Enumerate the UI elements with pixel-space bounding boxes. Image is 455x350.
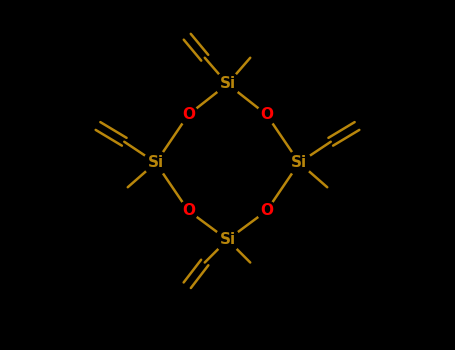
Text: O: O — [182, 107, 195, 122]
Circle shape — [178, 201, 198, 220]
Text: Si: Si — [291, 155, 307, 170]
Circle shape — [287, 150, 312, 175]
Circle shape — [215, 228, 240, 252]
Circle shape — [178, 105, 198, 125]
Text: Si: Si — [219, 77, 236, 91]
Circle shape — [257, 201, 277, 220]
Text: O: O — [182, 203, 195, 218]
Circle shape — [143, 150, 168, 175]
Circle shape — [257, 105, 277, 125]
Text: O: O — [260, 107, 273, 122]
Circle shape — [215, 72, 240, 96]
Text: O: O — [260, 203, 273, 218]
Text: Si: Si — [148, 155, 164, 170]
Text: Si: Si — [219, 232, 236, 247]
